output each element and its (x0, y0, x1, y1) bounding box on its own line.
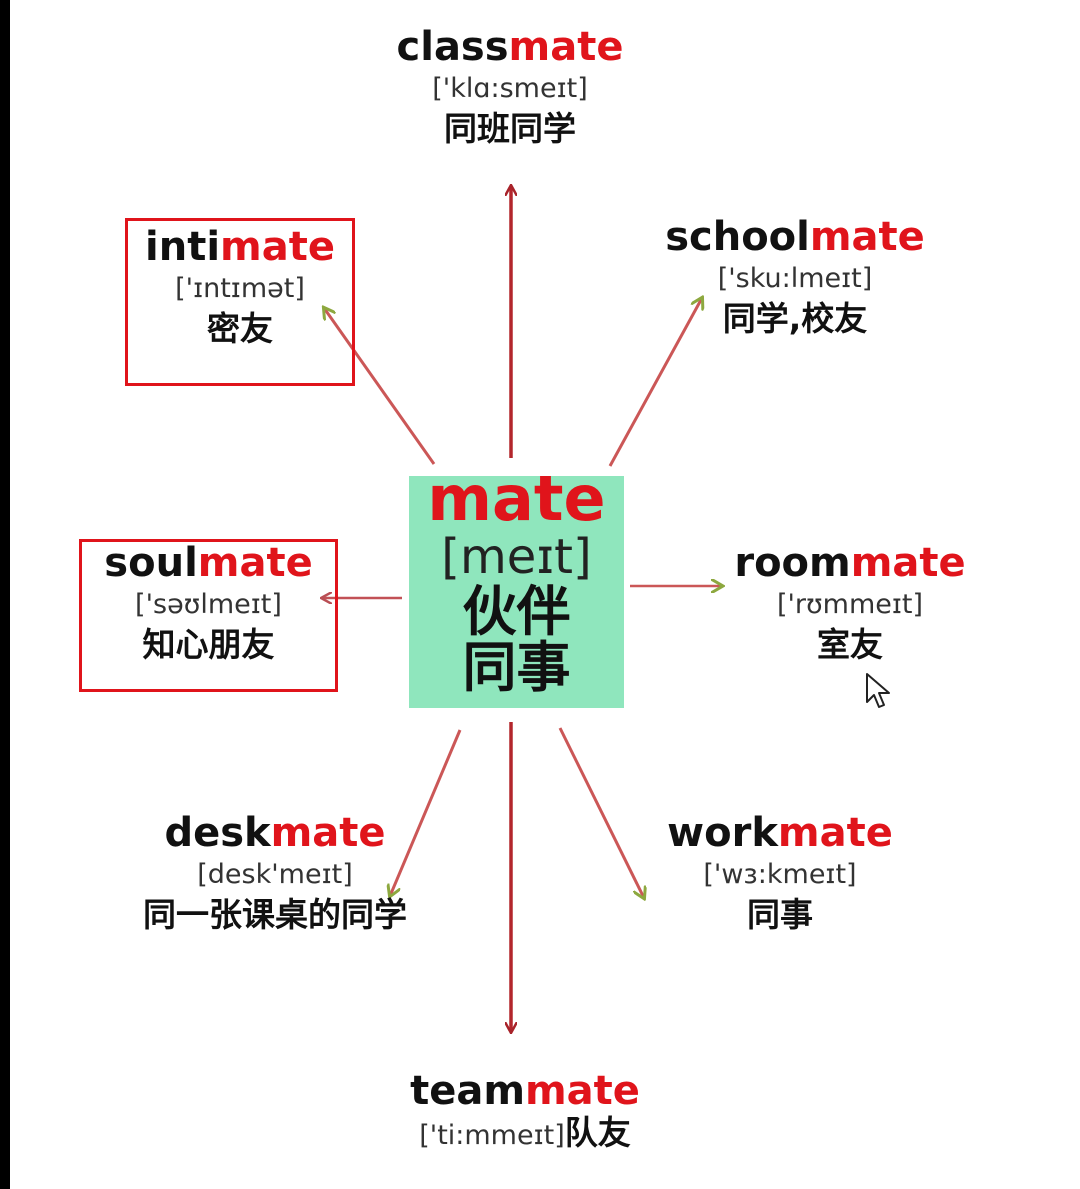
phonetic-intimate: ['ɪntɪmət] (175, 273, 305, 304)
phonetic-workmate: ['wɜ:kmeɪt] (703, 859, 857, 890)
center-meaning-line1: 伙伴 (462, 580, 571, 643)
center-word-box: mate [meɪt] 伙伴 同事 (409, 468, 624, 708)
highlight-box-intimate (125, 218, 355, 386)
word-workmate: workmate (667, 810, 893, 856)
phonetic-roommate: ['rʊmmeɪt] (776, 589, 924, 620)
meaning-roommate: 室友 (817, 625, 883, 664)
node-deskmate: deskmate [desk'meɪt] 同一张课桌的同学 (120, 810, 430, 936)
arrow-to-workmate (558, 727, 644, 898)
word-soulmate: soulmate (104, 540, 313, 586)
word-intimate: intimate (145, 224, 335, 270)
word-roommate: roommate (734, 540, 966, 586)
arrows-layer (10, 0, 1080, 1189)
arrow-to-deskmate (390, 729, 462, 896)
meaning-soulmate: 知心朋友 (142, 625, 275, 664)
word-deskmate: deskmate (164, 810, 386, 856)
meaning-intimate: 密友 (207, 309, 273, 348)
phonetic-classmate: ['klɑ:smeɪt] (432, 73, 588, 104)
node-soulmate: soulmate ['səʊlmeɪt] 知心朋友 (82, 540, 335, 666)
node-schoolmate: schoolmate ['sku:lmeɪt] 同学,校友 (650, 214, 940, 340)
node-classmate: classmate ['klɑ:smeɪt] 同班同学 (375, 24, 645, 150)
node-roommate: roommate ['rʊmmeɪt] 室友 (720, 540, 980, 666)
arrow-to-schoolmate (608, 298, 702, 467)
phonetic-and-meaning-teammate: ['ti:mmeɪt]队友 (380, 1114, 670, 1155)
word-classmate: classmate (396, 24, 624, 70)
center-meaning-line2: 同事 (462, 636, 571, 699)
phonetic-soulmate: ['səʊlmeɪt] (135, 589, 282, 620)
arrow-to-intimate (324, 308, 436, 465)
meaning-deskmate: 同一张课桌的同学 (143, 895, 407, 934)
word-schoolmate: schoolmate (665, 214, 925, 260)
phonetic-deskmate: [desk'meɪt] (197, 859, 353, 890)
center-word: mate (427, 462, 606, 535)
center-phonetic: [meɪt] (441, 529, 592, 585)
phonetic-schoolmate: ['sku:lmeɪt] (717, 263, 873, 294)
node-workmate: workmate ['wɜ:kmeɪt] 同事 (650, 810, 910, 936)
word-map-canvas: mate [meɪt] 伙伴 同事 classmate ['klɑ:smeɪt]… (10, 0, 1080, 1189)
phonetic-teammate: ['ti:mmeɪt] (419, 1120, 565, 1151)
node-intimate: intimate ['ɪntɪmət] 密友 (128, 224, 352, 350)
meaning-workmate: 同事 (747, 895, 813, 934)
mouse-pointer-icon (866, 673, 890, 708)
meaning-classmate: 同班同学 (444, 109, 576, 148)
meaning-schoolmate: 同学,校友 (722, 299, 868, 338)
node-teammate: teammate ['ti:mmeɪt]队友 (380, 1068, 670, 1155)
word-teammate: teammate (410, 1068, 640, 1114)
highlight-box-soulmate (79, 539, 338, 692)
meaning-teammate: 队友 (564, 1113, 631, 1152)
